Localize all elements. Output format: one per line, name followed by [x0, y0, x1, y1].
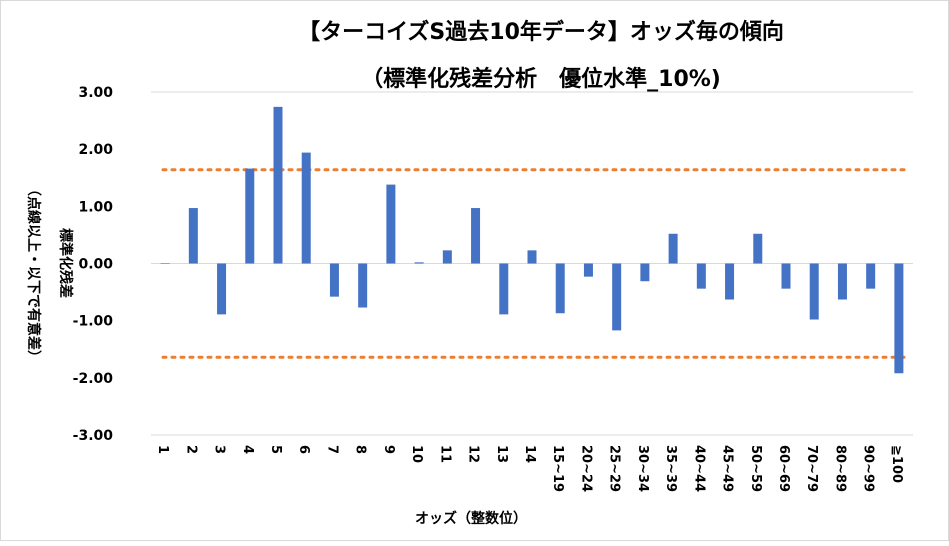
x-tick-label: 80~89	[832, 445, 847, 492]
x-tick-label: 14	[522, 445, 537, 463]
x-tick-label: 50~59	[748, 445, 763, 492]
x-tick-label: 8	[353, 445, 368, 454]
bar	[358, 263, 368, 308]
x-tick-label: 7	[324, 445, 339, 454]
x-tick-label: 35~39	[663, 445, 678, 492]
bar	[217, 263, 227, 315]
bar	[555, 263, 565, 314]
bar	[725, 263, 735, 300]
x-tick-label: 70~79	[804, 445, 819, 492]
y-axis-label: 標準化残差	[57, 228, 74, 298]
bar	[696, 263, 706, 289]
bar	[386, 184, 396, 264]
y-tick-label: 0.00	[78, 257, 113, 273]
y-tick-label: 1.00	[78, 199, 113, 215]
x-tick-label: 4	[240, 445, 255, 454]
x-tick-label: 9	[381, 445, 396, 454]
x-tick-label: 1	[155, 445, 170, 454]
bar	[809, 263, 819, 320]
bar	[245, 168, 255, 264]
bar	[781, 263, 791, 289]
bar	[640, 263, 650, 282]
y-tick-label: -3.00	[73, 428, 114, 444]
x-tick-label: 2	[183, 445, 198, 454]
chart-title: 【ターコイズS過去10年データ】オッズ毎の傾向	[298, 19, 784, 45]
x-tick-label: 15~19	[550, 445, 565, 492]
y-tick-label: 2.00	[78, 142, 113, 158]
x-tick-label: 25~29	[607, 445, 622, 492]
bar	[837, 263, 847, 300]
bar	[527, 250, 537, 264]
y-axis-label-note: （点線以上・以下で有意差）	[25, 182, 42, 364]
bar	[612, 263, 622, 331]
x-tick-label: 5	[268, 445, 283, 454]
bar	[471, 208, 481, 264]
bar	[866, 263, 876, 289]
x-tick-label: 13	[494, 445, 509, 463]
bar	[273, 106, 283, 264]
bar	[442, 250, 452, 264]
x-tick-label: 90~99	[861, 445, 876, 492]
x-tick-label: 60~69	[776, 445, 791, 492]
x-tick-label: 20~24	[578, 445, 593, 492]
chart-subtitle: （標準化残差分析 優位水準_10%)	[361, 66, 721, 92]
y-tick-label: -1.00	[73, 314, 114, 330]
x-tick-label: 40~44	[691, 445, 706, 492]
bar	[753, 233, 763, 264]
x-tick-label: 11	[437, 445, 452, 463]
y-tick-label: -2.00	[73, 371, 114, 387]
bar	[499, 263, 509, 315]
x-tick-label: 10	[409, 445, 424, 463]
x-axis-label: オッズ（整数位）	[415, 510, 527, 527]
y-tick-label: 3.00	[78, 85, 113, 101]
x-tick-label: 6	[296, 445, 311, 454]
x-tick-label: 3	[212, 445, 227, 454]
bar	[301, 152, 311, 264]
bar	[160, 263, 170, 264]
x-tick-label: 45~49	[720, 445, 735, 492]
bar	[583, 263, 593, 277]
bar	[668, 233, 678, 264]
bar	[329, 263, 339, 297]
bar	[188, 208, 198, 264]
x-tick-label: 12	[466, 445, 481, 463]
bar	[414, 262, 424, 264]
x-tick-label: 30~34	[635, 445, 650, 492]
x-tick-label: ≧100	[889, 445, 904, 483]
bar	[894, 263, 904, 374]
